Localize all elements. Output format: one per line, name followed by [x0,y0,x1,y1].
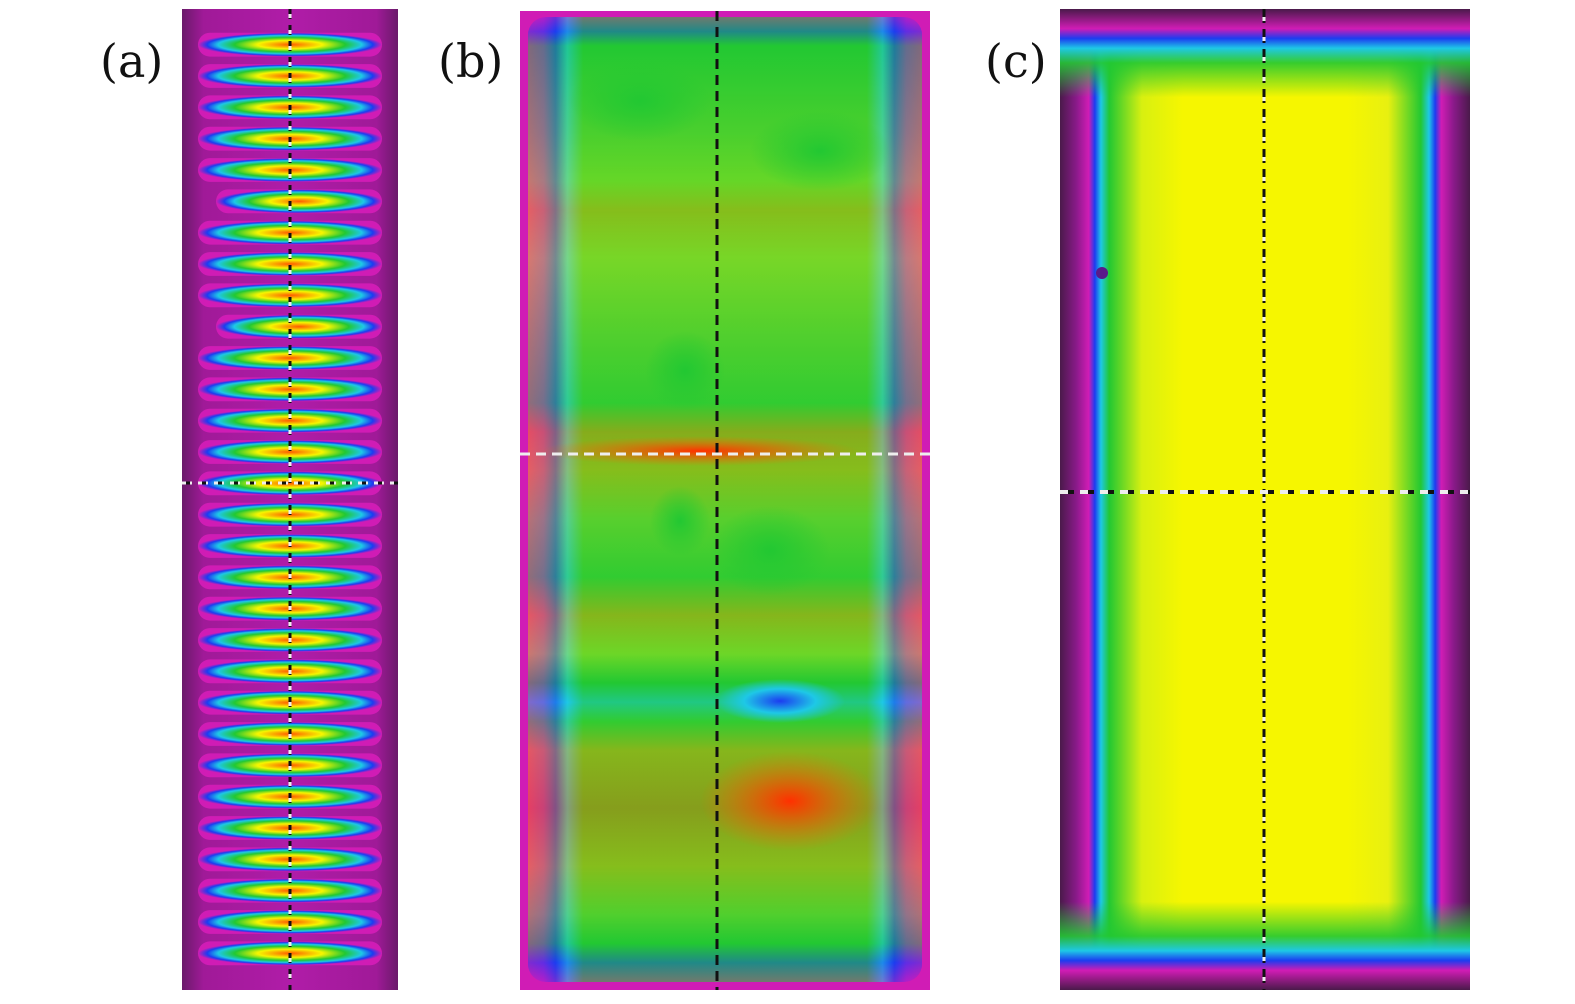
panel-c-label: (c) [985,34,1047,88]
emitter-stripe [198,283,382,308]
emitter-stripe [198,346,382,370]
emitter-stripe [198,408,382,433]
green-patch [650,486,710,556]
panel-a-image [182,9,398,990]
stripe-group [198,32,382,966]
emitter-stripe [198,440,382,464]
red-patch [540,436,860,466]
green-patch [750,111,890,191]
panel-c-image [1060,9,1470,990]
dark-spot [1096,267,1108,279]
emitter-stripe [198,471,382,496]
emitter-stripe [198,252,382,276]
panel-c-heatmap [1060,9,1470,990]
emitter-stripe [198,377,382,402]
green-patch [710,506,830,596]
green-patch [645,331,725,411]
emitter-stripe [216,314,382,339]
red-patch [700,751,880,851]
emitter-stripe [216,189,382,214]
emitter-stripe [198,220,382,245]
blue-spot [715,679,845,723]
panel-b-heatmap [520,11,930,990]
panel-a-label: (a) [100,34,164,88]
panel-a-heatmap [182,9,398,990]
panel-b-image [520,11,930,990]
green-patch [570,61,710,141]
panel-b-label: (b) [438,34,504,88]
